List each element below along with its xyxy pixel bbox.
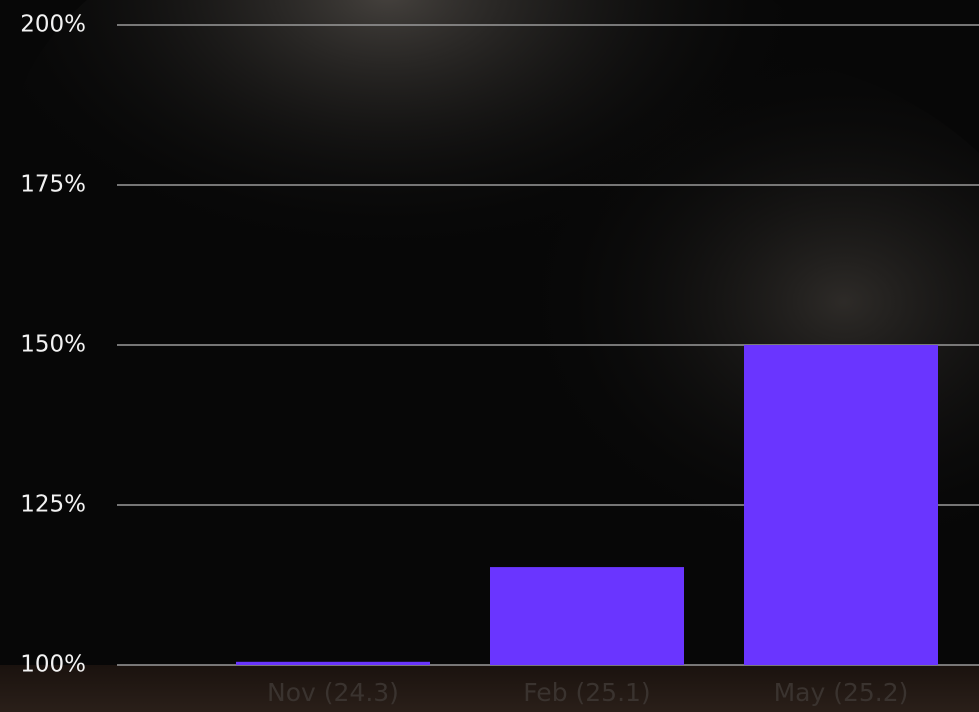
x-tick-label: Feb (25.1) <box>523 678 650 707</box>
bar <box>744 345 938 665</box>
x-tick-label: May (25.2) <box>774 678 909 707</box>
bar <box>490 567 684 665</box>
ground <box>0 665 979 712</box>
y-tick-label: 100% <box>20 652 86 678</box>
y-tick-label: 125% <box>20 492 86 518</box>
x-tick-label: Nov (24.3) <box>267 678 399 707</box>
bar <box>236 661 430 665</box>
y-tick-label: 200% <box>20 12 86 38</box>
y-tick-label: 150% <box>20 332 86 358</box>
y-tick-label: 175% <box>20 172 86 198</box>
